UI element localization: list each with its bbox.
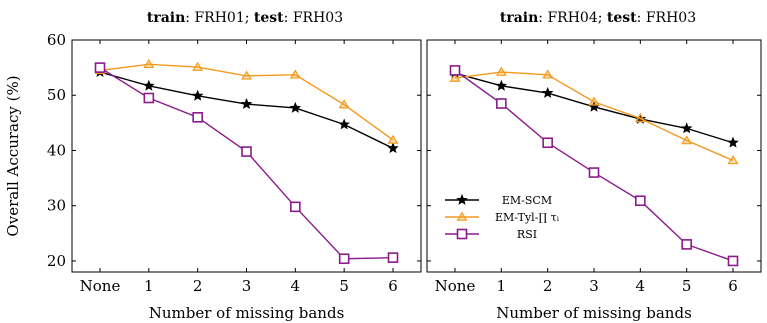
- legend-marker-star: [456, 193, 468, 205]
- series-line: [99, 71, 394, 149]
- data-point-square: [635, 195, 646, 207]
- y-axis-label: Overall Accuracy (%): [4, 75, 22, 236]
- data-point-star: [387, 142, 399, 154]
- x-tick-label: None: [435, 277, 476, 295]
- x-tick-label: 2: [543, 277, 553, 295]
- data-point-triangle: [449, 72, 461, 82]
- chart-title: train: FRH04; test: FRH03: [500, 10, 696, 26]
- x-tick-label: 4: [291, 277, 301, 295]
- data-point-square: [241, 146, 252, 157]
- data-point-triangle: [387, 134, 399, 144]
- data-point-star: [541, 86, 554, 98]
- title-text2: : FRH03: [284, 10, 343, 26]
- series-line: [99, 63, 394, 141]
- data-point-triangle: [681, 135, 693, 145]
- data-point-square: [496, 98, 507, 109]
- y-tick-label: 20: [47, 252, 66, 270]
- series-star: [449, 67, 739, 148]
- data-point-square: [542, 137, 553, 149]
- x-axis-label: Number of missing bands: [149, 304, 345, 322]
- data-point-triangle: [241, 70, 252, 80]
- x-tick-label: 6: [728, 277, 738, 295]
- series-square: [449, 65, 739, 267]
- x-tick-label: 1: [497, 277, 507, 295]
- series-triangle: [449, 66, 739, 165]
- legend-label: RSI: [517, 228, 537, 241]
- title-bold2: test: [254, 10, 284, 26]
- x-tick-label: 2: [193, 277, 203, 295]
- x-tick-label: 3: [242, 277, 252, 295]
- data-point-triangle: [192, 61, 204, 71]
- x-tick-label: 3: [589, 277, 599, 295]
- data-point-square: [681, 239, 692, 250]
- data-point-star: [727, 136, 739, 148]
- data-point-square: [338, 253, 350, 265]
- series-star: [94, 65, 399, 154]
- data-point-triangle: [727, 155, 739, 165]
- x-tick-label: 4: [636, 277, 646, 295]
- data-point-square: [143, 92, 155, 104]
- data-point-star: [143, 79, 155, 91]
- chart-panel-2: train: FRH04; test: FRH03 None 1 2 3 4 5 6 Numbe…: [426, 10, 762, 322]
- title-text1: : FRH04;: [538, 10, 607, 26]
- legend-marker-square: [456, 228, 468, 240]
- data-point-triangle: [143, 58, 155, 69]
- data-point-square: [290, 201, 301, 213]
- chart-title: train: FRH01; test: FRH03: [147, 10, 343, 26]
- data-point-square: [449, 65, 461, 76]
- legend: EM-SCM EM-Tyl-∏ τᵢ RSI: [445, 193, 560, 241]
- data-point-star: [338, 118, 350, 130]
- data-point-triangle: [289, 69, 301, 79]
- x-tick-label: 1: [144, 277, 154, 295]
- chart-panel-1: train: FRH01; test: FRH03 20 30 40 50 60 None 1…: [4, 10, 422, 322]
- data-point-square: [588, 167, 600, 178]
- y-tick-label: 60: [47, 31, 66, 49]
- y-tick-label: 30: [47, 197, 66, 215]
- data-point-star: [289, 101, 302, 113]
- x-tick-label: None: [80, 277, 121, 295]
- x-tick-label: 6: [388, 277, 398, 295]
- y-tick-label: 40: [47, 141, 66, 159]
- title-bold2: test: [607, 10, 637, 26]
- data-point-square: [387, 252, 399, 263]
- data-point-triangle: [338, 99, 350, 109]
- data-point-star: [191, 89, 204, 101]
- data-point-square: [727, 255, 739, 267]
- series-square: [94, 62, 399, 265]
- legend-label: EM-SCM: [502, 194, 552, 207]
- legend-marker-triangle: [456, 211, 468, 221]
- legend-label: EM-Tyl-∏ τᵢ: [495, 211, 560, 224]
- title-text1: : FRH01;: [185, 10, 254, 26]
- data-point-triangle: [634, 113, 646, 123]
- y-tick-label: 50: [47, 86, 66, 104]
- title-bold1: train: [500, 10, 538, 26]
- data-point-square: [94, 62, 106, 73]
- data-point-square: [192, 112, 203, 123]
- x-tick-label: 5: [682, 277, 692, 295]
- title-bold1: train: [147, 10, 185, 26]
- data-point-triangle: [495, 66, 507, 76]
- series-line: [454, 71, 734, 162]
- data-point-star: [680, 122, 693, 134]
- data-point-triangle: [542, 69, 554, 79]
- data-point-star: [495, 79, 508, 91]
- data-point-star: [240, 98, 253, 109]
- data-point-triangle: [588, 96, 600, 106]
- x-tick-label: 5: [339, 277, 349, 295]
- x-axis-label: Number of missing bands: [496, 304, 692, 322]
- title-text2: : FRH03: [637, 10, 696, 26]
